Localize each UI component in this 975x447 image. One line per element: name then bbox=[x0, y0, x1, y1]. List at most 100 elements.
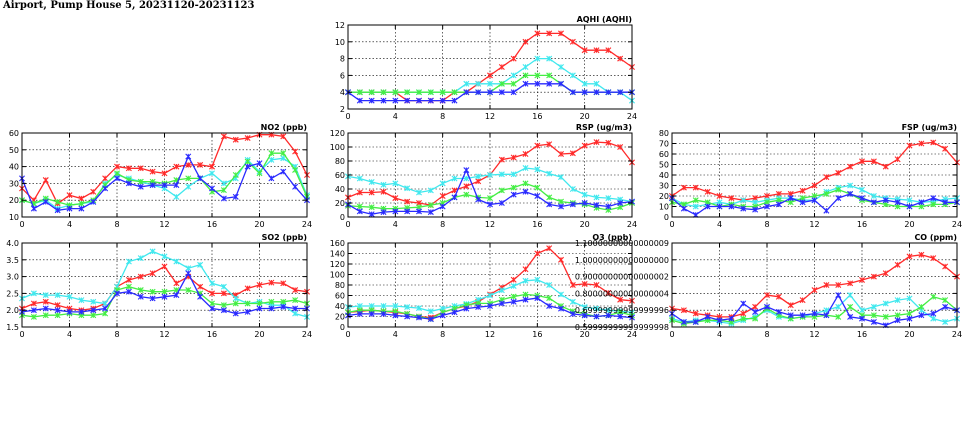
data-point-blue bbox=[197, 293, 204, 300]
data-point-green bbox=[534, 184, 541, 191]
data-point-cyan bbox=[894, 297, 901, 304]
data-point-blue bbox=[534, 295, 541, 302]
data-point-cyan bbox=[404, 185, 411, 192]
data-point-red bbox=[617, 296, 624, 303]
y-tick-label: 80 bbox=[659, 129, 669, 138]
data-point-red bbox=[149, 168, 156, 175]
data-point-cyan bbox=[906, 197, 913, 204]
data-point-blue bbox=[534, 193, 541, 199]
data-point-red bbox=[775, 293, 782, 300]
data-point-blue bbox=[823, 312, 830, 319]
data-point-blue bbox=[268, 305, 275, 312]
data-point-blue bbox=[680, 318, 687, 325]
x-tick-label: 4 bbox=[717, 220, 722, 229]
x-tick-label: 20 bbox=[580, 220, 590, 229]
data-point-green bbox=[244, 300, 251, 307]
data-point-red bbox=[114, 163, 120, 170]
data-point-blue bbox=[427, 209, 434, 216]
data-point-blue bbox=[799, 199, 806, 206]
x-tick-label: 8 bbox=[440, 220, 445, 229]
data-point-blue bbox=[463, 305, 470, 312]
x-tick-label: 24 bbox=[302, 330, 312, 339]
data-point-cyan bbox=[368, 179, 375, 185]
y-tick-label: 20 bbox=[335, 313, 345, 322]
data-point-green bbox=[256, 170, 263, 177]
x-tick-label: 20 bbox=[254, 220, 264, 229]
x-tick-label: 20 bbox=[580, 330, 590, 339]
data-point-red bbox=[368, 189, 375, 196]
data-point-blue bbox=[692, 318, 699, 325]
data-point-cyan bbox=[90, 298, 97, 305]
data-point-blue bbox=[380, 310, 387, 317]
data-point-cyan bbox=[882, 300, 889, 307]
data-point-blue bbox=[498, 300, 505, 307]
data-point-blue bbox=[870, 199, 877, 206]
data-point-blue bbox=[380, 209, 387, 216]
x-tick-label: 8 bbox=[440, 112, 445, 121]
data-point-cyan bbox=[416, 305, 422, 312]
y-tick-label: 60 bbox=[335, 292, 345, 301]
data-point-blue bbox=[125, 180, 132, 187]
data-point-blue bbox=[680, 205, 687, 212]
x-tick-label: 24 bbox=[952, 330, 962, 339]
data-point-cyan bbox=[232, 295, 239, 302]
data-point-blue bbox=[404, 208, 411, 215]
data-point-red bbox=[510, 55, 517, 62]
y-tick-label: 6 bbox=[340, 71, 345, 80]
data-point-cyan bbox=[268, 156, 275, 163]
data-point-green bbox=[510, 184, 517, 191]
data-point-cyan bbox=[475, 80, 482, 87]
data-point-blue bbox=[78, 205, 85, 212]
x-tick-label: 0 bbox=[345, 112, 350, 121]
data-point-cyan bbox=[847, 292, 854, 299]
x-tick-label: 8 bbox=[440, 330, 445, 339]
data-point-blue bbox=[859, 315, 865, 322]
data-point-red bbox=[220, 290, 227, 297]
data-point-green bbox=[439, 89, 446, 96]
data-point-red bbox=[244, 285, 251, 292]
data-point-blue bbox=[220, 307, 227, 314]
data-point-green bbox=[930, 293, 937, 300]
data-point-blue bbox=[244, 163, 251, 170]
data-point-green bbox=[280, 150, 287, 157]
data-point-cyan bbox=[209, 170, 215, 177]
data-point-cyan bbox=[30, 290, 37, 297]
data-point-cyan bbox=[380, 303, 387, 309]
co-chart: 0 4 8 12 16 20 240.599999999999999980.69999999… bbox=[575, 233, 962, 339]
y-tick-label: 40 bbox=[335, 302, 345, 311]
data-point-green bbox=[510, 80, 517, 87]
data-point-blue bbox=[605, 312, 612, 319]
x-tick-label: 24 bbox=[302, 220, 312, 229]
x-tick-label: 16 bbox=[207, 220, 217, 229]
data-point-cyan bbox=[522, 277, 529, 284]
data-point-green bbox=[427, 202, 434, 209]
x-tick-label: 20 bbox=[904, 220, 914, 229]
y-tick-label: 120 bbox=[330, 260, 345, 269]
data-point-green bbox=[149, 288, 156, 295]
data-point-blue bbox=[906, 203, 913, 210]
data-point-blue bbox=[173, 182, 180, 189]
data-point-cyan bbox=[498, 287, 505, 294]
data-point-red bbox=[764, 292, 770, 299]
data-point-green bbox=[356, 203, 363, 210]
data-point-cyan bbox=[558, 291, 564, 298]
data-point-red bbox=[740, 310, 747, 317]
data-point-blue bbox=[522, 188, 529, 195]
y-tick-label: 4 bbox=[340, 88, 345, 97]
y-tick-label: 2 bbox=[340, 105, 345, 114]
data-point-green bbox=[546, 295, 553, 302]
data-point-blue bbox=[209, 305, 215, 312]
data-point-red bbox=[882, 163, 889, 170]
data-point-green bbox=[185, 175, 192, 182]
y-tick-label: 50 bbox=[659, 161, 669, 170]
data-point-blue bbox=[404, 97, 411, 104]
data-point-blue bbox=[558, 203, 564, 210]
chart-title: O3 (ppb) bbox=[592, 233, 632, 242]
data-point-blue bbox=[847, 313, 854, 320]
data-point-green bbox=[368, 204, 375, 211]
data-point-green bbox=[522, 291, 529, 298]
data-point-red bbox=[510, 276, 517, 283]
data-point-red bbox=[546, 245, 553, 252]
x-tick-label: 16 bbox=[532, 112, 542, 121]
